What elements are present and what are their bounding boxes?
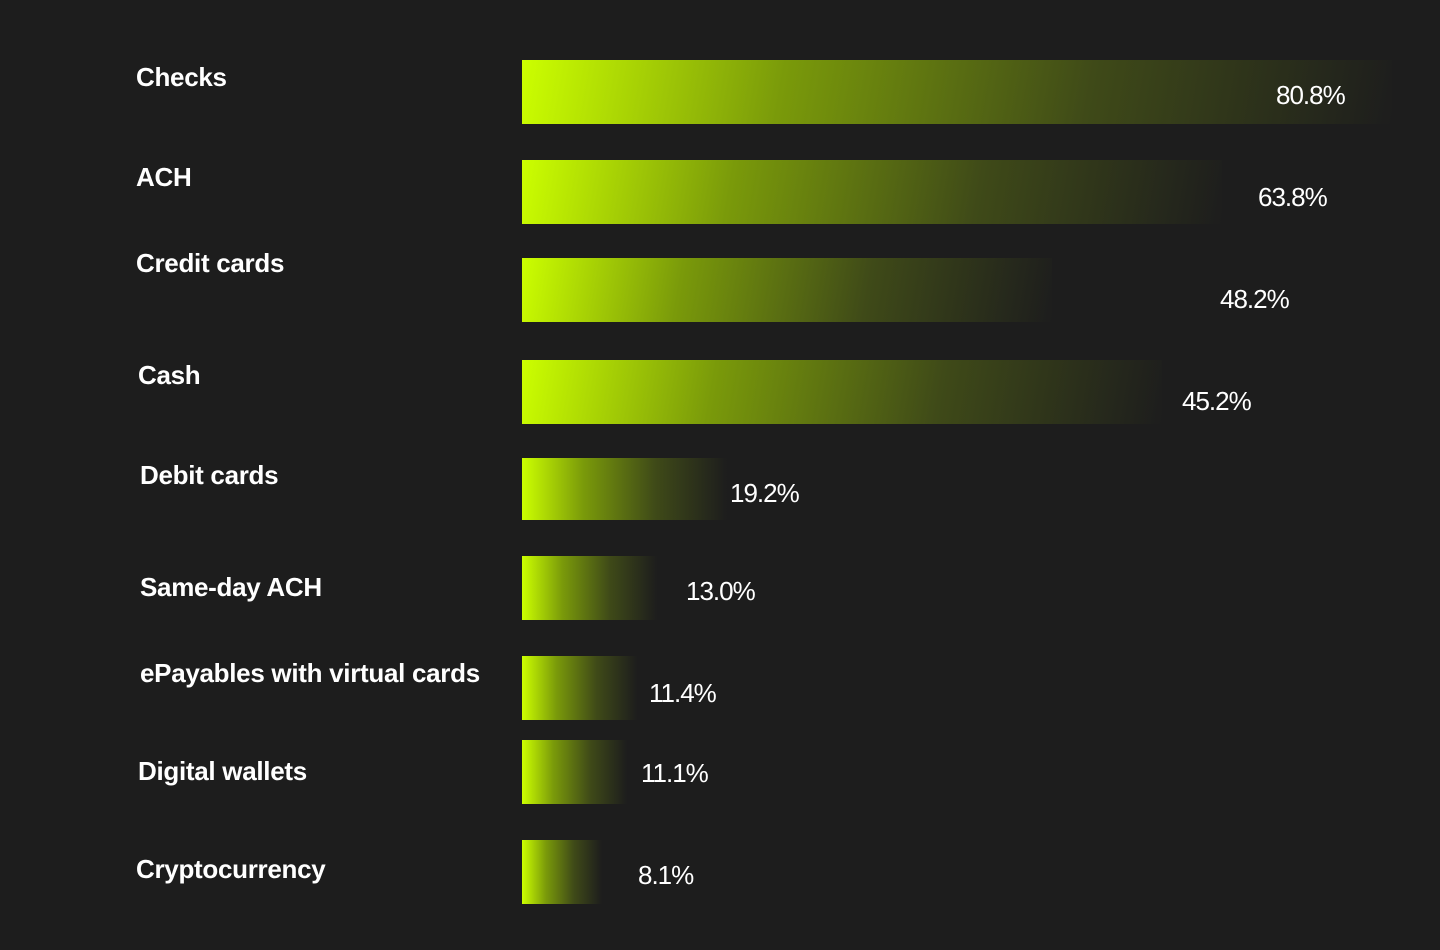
value-label: 63.8% xyxy=(1258,182,1328,212)
bar xyxy=(522,556,657,620)
value-label: 11.4% xyxy=(649,678,717,708)
bar xyxy=(522,458,727,520)
value-label: 48.2% xyxy=(1220,284,1290,314)
value-label: 11.1% xyxy=(641,758,709,788)
bar xyxy=(522,160,1222,224)
bar xyxy=(522,360,1162,424)
category-label: Cryptocurrency xyxy=(136,854,326,884)
bar xyxy=(522,258,1052,322)
category-label: Digital wallets xyxy=(138,756,307,786)
bar xyxy=(522,656,637,720)
category-label: ACH xyxy=(136,162,192,192)
category-label: Credit cards xyxy=(136,248,285,278)
value-label: 19.2% xyxy=(730,478,800,508)
category-label: Same-day ACH xyxy=(140,572,322,602)
category-label: Debit cards xyxy=(140,460,279,490)
category-label: Checks xyxy=(136,62,227,92)
category-label: Cash xyxy=(138,360,201,390)
value-label: 80.8% xyxy=(1276,80,1346,110)
value-label: 8.1% xyxy=(638,860,694,890)
bar xyxy=(522,60,1392,124)
category-label: ePayables with virtual cards xyxy=(140,658,480,688)
bar xyxy=(522,740,627,804)
value-label: 45.2% xyxy=(1182,386,1252,416)
value-label: 13.0% xyxy=(686,576,756,606)
bar xyxy=(522,840,602,904)
